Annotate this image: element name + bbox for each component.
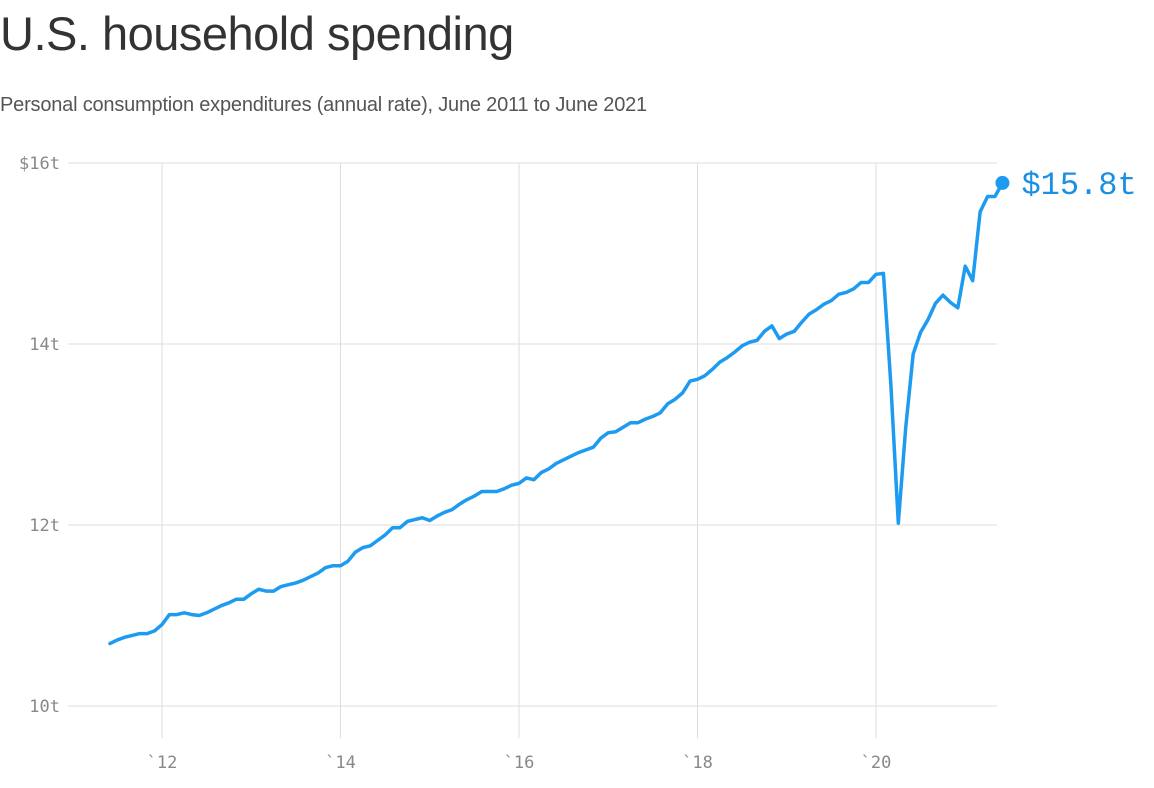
chart-subtitle: Personal consumption expenditures (annua… <box>0 94 647 116</box>
y-tick-label: 14t <box>29 335 60 355</box>
grid-lines <box>68 162 997 738</box>
end-point-marker <box>995 175 1010 190</box>
x-tick-label: `18 <box>682 753 713 773</box>
chart-title: U.S. household spending <box>0 7 514 60</box>
x-tick-label: `14 <box>325 753 356 773</box>
y-tick-label: $16t <box>19 154 60 174</box>
y-tick-label: 10t <box>29 697 60 717</box>
x-tick-label: `20 <box>861 753 892 773</box>
series-line <box>108 181 1005 646</box>
x-tick-label: `16 <box>504 753 535 773</box>
axis-tick-labels: 10t 12t 14t $16t `12 `14 `16 `18 `20 <box>19 154 891 773</box>
end-value-label: $15.8t <box>1021 167 1136 204</box>
series-layer: $15.8t <box>108 167 1137 646</box>
y-tick-label: 12t <box>29 516 60 536</box>
x-tick-label: `12 <box>147 753 178 773</box>
